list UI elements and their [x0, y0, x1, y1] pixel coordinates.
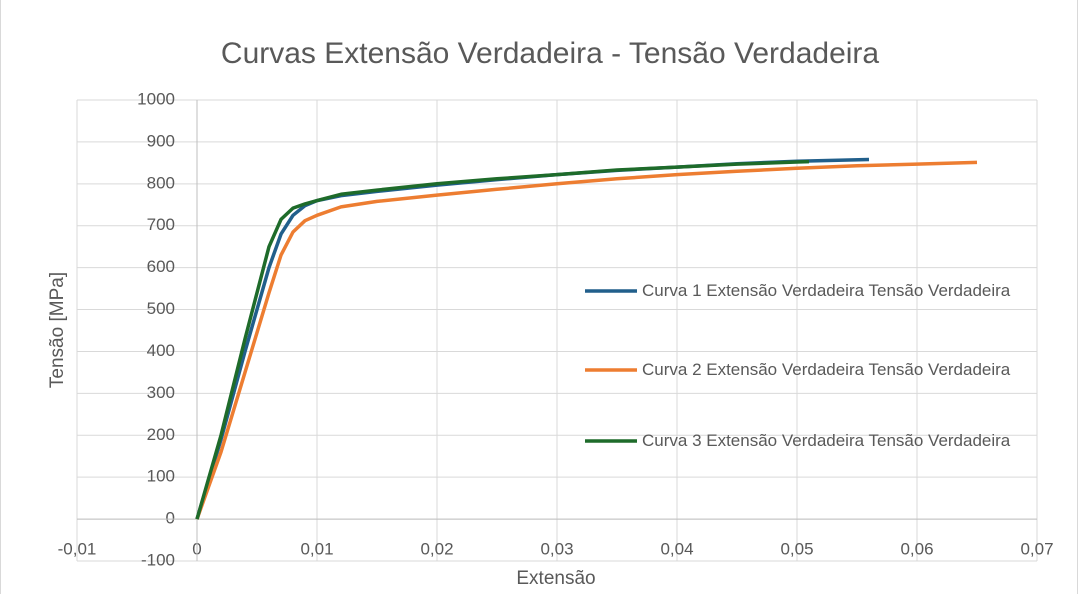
x-tick-label: 0,01 [300, 540, 333, 559]
series-line [195, 159, 810, 520]
y-axis-title: Tensão [MPa] [47, 272, 68, 388]
y-tick-label: -100 [141, 550, 175, 569]
legend-label: Curva 2 Extensão Verdadeira Tensão Verda… [642, 360, 1011, 379]
x-axis-title: Extensão [516, 568, 595, 589]
x-tick-label: 0,04 [660, 540, 693, 559]
y-tick-label: 100 [147, 467, 175, 486]
y-tick-label: 400 [147, 341, 175, 360]
series-line [195, 160, 978, 520]
x-tick-label: -0,01 [58, 540, 97, 559]
y-tick-label: 300 [147, 383, 175, 402]
y-tick-label: 200 [147, 425, 175, 444]
chart-title: Curvas Extensão Verdadeira - Tensão Verd… [221, 37, 879, 70]
y-tick-label: 500 [147, 299, 175, 318]
x-tick-label: 0,05 [780, 540, 813, 559]
legend-label: Curva 3 Extensão Verdadeira Tensão Verda… [642, 431, 1011, 450]
y-tick-label: 1000 [137, 89, 175, 108]
y-tick-label: 800 [147, 173, 175, 192]
y-tick-label: 0 [166, 509, 175, 528]
x-tick-label: 0,06 [900, 540, 933, 559]
y-tick-label: 700 [147, 215, 175, 234]
x-tick-label: 0,03 [540, 540, 573, 559]
y-tick-label: 900 [147, 131, 175, 150]
series-line [195, 157, 870, 520]
x-tick-label: 0,07 [1020, 540, 1053, 559]
y-tick-label: 600 [147, 257, 175, 276]
x-tick-label: 0,02 [420, 540, 453, 559]
legend-label: Curva 1 Extensão Verdadeira Tensão Verda… [642, 281, 1011, 300]
